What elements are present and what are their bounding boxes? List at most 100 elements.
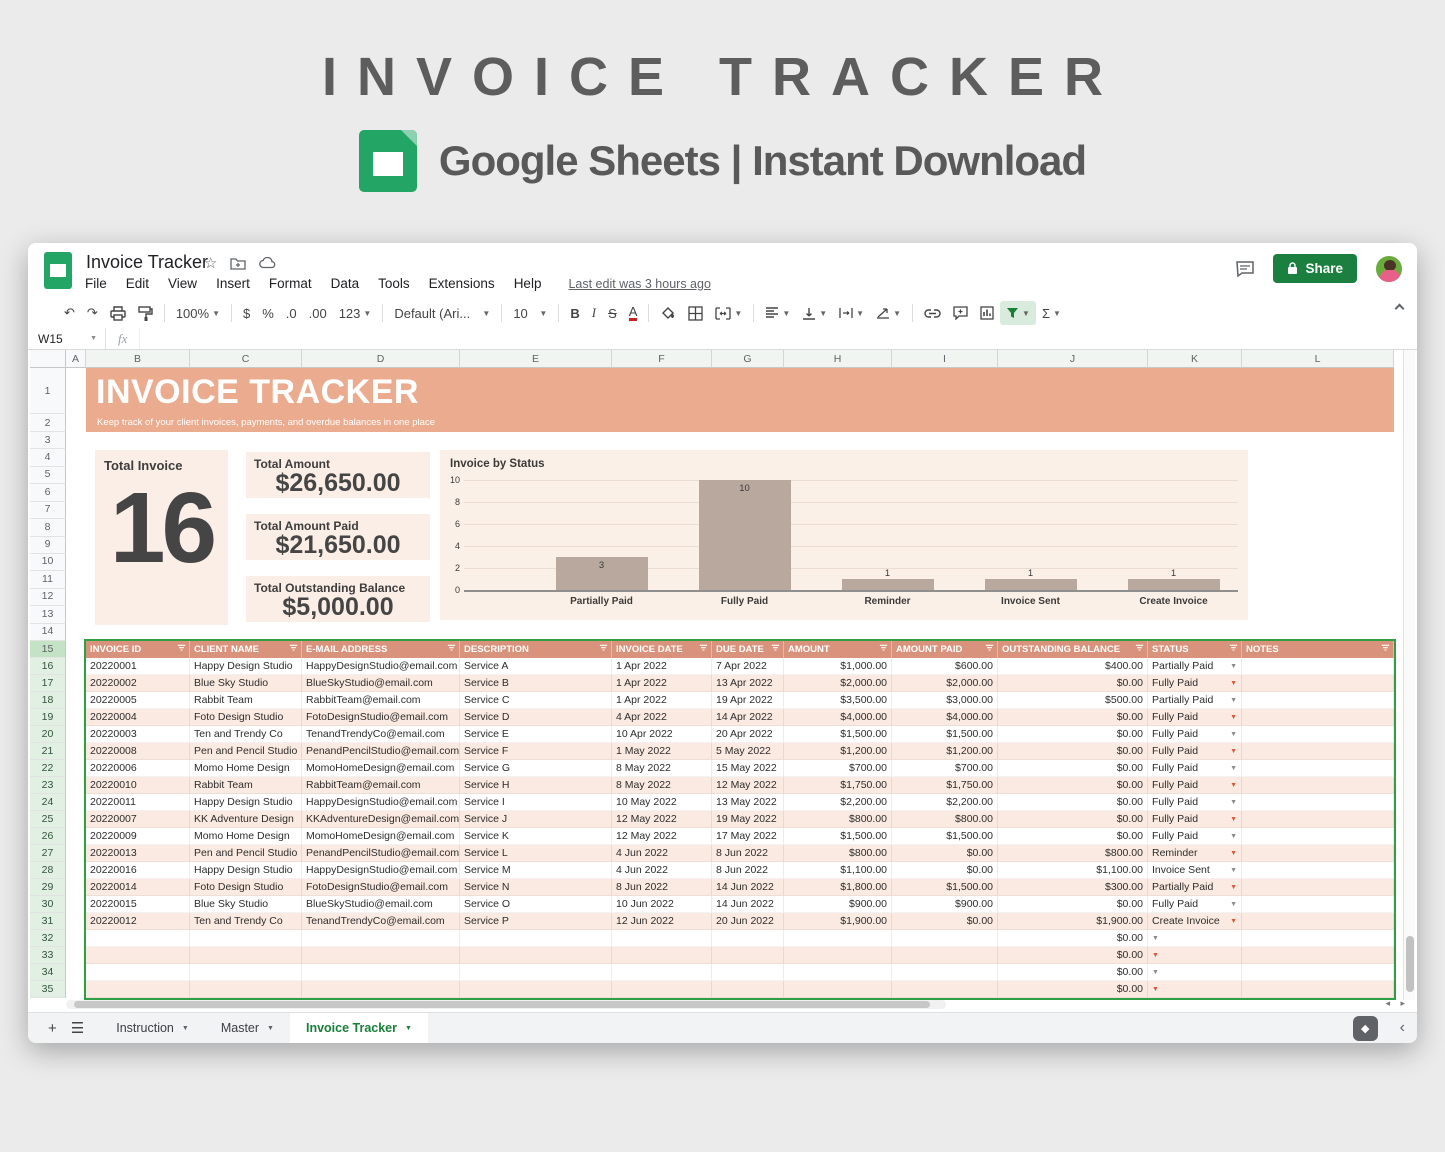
cell-due_date[interactable]: 19 May 2022 <box>712 811 784 828</box>
cell-status[interactable]: Fully Paid ▼ <box>1148 777 1242 794</box>
cell-client[interactable] <box>190 947 302 964</box>
cell-due_date[interactable]: 7 Apr 2022 <box>712 658 784 675</box>
column-header-B[interactable]: B <box>86 350 190 368</box>
cell-balance[interactable]: $0.00 <box>998 709 1148 726</box>
column-header-K[interactable]: K <box>1148 350 1242 368</box>
cell-email[interactable]: FotoDesignStudio@email.com <box>302 879 460 896</box>
cell-desc[interactable]: Service H <box>460 777 612 794</box>
cell-invoice_date[interactable]: 8 Jun 2022 <box>612 879 712 896</box>
cell-due_date[interactable]: 20 Jun 2022 <box>712 913 784 930</box>
sheets-app-icon[interactable] <box>44 252 72 289</box>
cell-desc[interactable]: Service O <box>460 896 612 913</box>
cell-desc[interactable]: Service B <box>460 675 612 692</box>
cell-amount[interactable]: $1,200.00 <box>784 743 892 760</box>
cell-id[interactable]: 20220004 <box>86 709 190 726</box>
status-dropdown-icon[interactable]: ▼ <box>1230 713 1237 721</box>
column-header-desc[interactable]: DESCRIPTION <box>460 641 612 658</box>
cell-due_date[interactable]: 15 May 2022 <box>712 760 784 777</box>
cell-email[interactable]: PenandPencilStudio@email.com <box>302 845 460 862</box>
column-header-balance[interactable]: OUTSTANDING BALANCE <box>998 641 1148 658</box>
row-header-1[interactable]: 1 <box>30 368 66 414</box>
status-dropdown-icon[interactable]: ▼ <box>1230 815 1237 823</box>
cell-balance[interactable]: $0.00 <box>998 794 1148 811</box>
row-header-31[interactable]: 31 <box>30 913 66 931</box>
cell-notes[interactable] <box>1242 964 1394 981</box>
cell-amount[interactable]: $2,000.00 <box>784 675 892 692</box>
cell-status[interactable]: Fully Paid ▼ <box>1148 811 1242 828</box>
chart-bar-fully-paid[interactable] <box>698 480 791 590</box>
column-header-notes[interactable]: NOTES <box>1242 641 1394 658</box>
decrease-decimal-button[interactable]: .0 <box>285 305 297 321</box>
cell-id[interactable]: 20220001 <box>86 658 190 675</box>
filter-funnel-icon[interactable] <box>879 644 888 655</box>
cell-client[interactable]: Rabbit Team <box>190 777 302 794</box>
status-dropdown-icon[interactable]: ▼ <box>1230 696 1237 704</box>
filter-funnel-icon[interactable] <box>985 644 994 655</box>
cell-invoice_date[interactable] <box>612 981 712 998</box>
account-avatar[interactable] <box>1375 254 1403 283</box>
cell-amount[interactable]: $3,500.00 <box>784 692 892 709</box>
row-header-26[interactable]: 26 <box>30 828 66 846</box>
cell-email[interactable] <box>302 964 460 981</box>
cell-amount[interactable]: $2,200.00 <box>784 794 892 811</box>
undo-icon[interactable]: ↶ <box>64 305 75 320</box>
cell-notes[interactable] <box>1242 896 1394 913</box>
filter-funnel-icon[interactable] <box>289 644 298 655</box>
cell-paid[interactable]: $1,500.00 <box>892 726 998 743</box>
italic-button[interactable]: I <box>591 305 597 320</box>
sheet-banner[interactable]: INVOICE TRACKER Keep track of your clien… <box>86 368 1394 432</box>
cell-notes[interactable] <box>1242 777 1394 794</box>
cell-due_date[interactable]: 14 Jun 2022 <box>712 896 784 913</box>
cell-due_date[interactable] <box>712 981 784 998</box>
cell-email[interactable] <box>302 930 460 947</box>
cell-amount[interactable] <box>784 964 892 981</box>
status-dropdown-icon[interactable]: ▼ <box>1230 730 1237 738</box>
row-header-30[interactable]: 30 <box>30 896 66 914</box>
cell-due_date[interactable]: 8 Jun 2022 <box>712 862 784 879</box>
status-dropdown-icon[interactable]: ▼ <box>1152 934 1159 942</box>
cell-desc[interactable]: Service E <box>460 726 612 743</box>
chart-bar-invoice-sent[interactable] <box>984 579 1077 590</box>
cell-desc[interactable]: Service I <box>460 794 612 811</box>
row-header-33[interactable]: 33 <box>30 947 66 965</box>
cell-amount[interactable]: $1,500.00 <box>784 726 892 743</box>
cell-email[interactable]: TenandTrendyCo@email.com <box>302 726 460 743</box>
menu-edit[interactable]: Edit <box>125 276 150 291</box>
cell-due_date[interactable]: 13 May 2022 <box>712 794 784 811</box>
cell-balance[interactable]: $0.00 <box>998 675 1148 692</box>
menu-help[interactable]: Help <box>513 276 542 291</box>
cell-desc[interactable]: Service K <box>460 828 612 845</box>
merge-cells-icon[interactable]: ▼ <box>709 301 748 325</box>
cell-notes[interactable] <box>1242 828 1394 845</box>
cell-notes[interactable] <box>1242 675 1394 692</box>
menu-view[interactable]: View <box>168 276 198 291</box>
name-box[interactable]: W15 ▼ <box>28 328 106 349</box>
cell-status[interactable]: Fully Paid ▼ <box>1148 675 1242 692</box>
status-dropdown-icon[interactable]: ▼ <box>1230 662 1237 670</box>
column-header-E[interactable]: E <box>460 350 612 368</box>
row-header-2[interactable]: 2 <box>30 414 66 432</box>
cell-paid[interactable]: $1,500.00 <box>892 828 998 845</box>
cell-client[interactable]: Rabbit Team <box>190 692 302 709</box>
cell-due_date[interactable]: 5 May 2022 <box>712 743 784 760</box>
cell-invoice_date[interactable]: 1 Apr 2022 <box>612 675 712 692</box>
cell-due_date[interactable]: 14 Jun 2022 <box>712 879 784 896</box>
cell-id[interactable] <box>86 964 190 981</box>
insert-comment-icon[interactable] <box>947 301 974 325</box>
cell-status[interactable]: Fully Paid ▼ <box>1148 896 1242 913</box>
row-header-11[interactable]: 11 <box>30 571 66 589</box>
cell-notes[interactable] <box>1242 845 1394 862</box>
show-side-panel-icon[interactable]: ‹ <box>1399 1019 1405 1036</box>
cell-desc[interactable]: Service L <box>460 845 612 862</box>
cell-email[interactable]: KKAdventureDesign@email.com <box>302 811 460 828</box>
row-header-13[interactable]: 13 <box>30 606 66 624</box>
cell-amount[interactable]: $1,900.00 <box>784 913 892 930</box>
cell-invoice_date[interactable]: 1 May 2022 <box>612 743 712 760</box>
column-header-J[interactable]: J <box>998 350 1148 368</box>
cell-due_date[interactable]: 8 Jun 2022 <box>712 845 784 862</box>
chart-bar-partially-paid[interactable] <box>555 557 648 590</box>
cell-amount[interactable]: $1,800.00 <box>784 879 892 896</box>
cell-client[interactable]: Happy Design Studio <box>190 862 302 879</box>
cell-amount[interactable]: $800.00 <box>784 845 892 862</box>
collapse-toolbar-icon[interactable] <box>1394 303 1405 314</box>
